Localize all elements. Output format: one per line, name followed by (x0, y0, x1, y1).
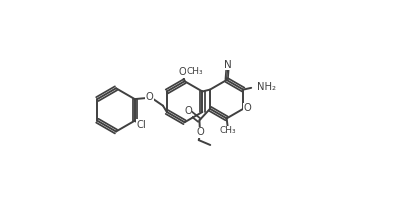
Text: NH₂: NH₂ (257, 82, 276, 92)
Text: O: O (196, 127, 204, 137)
Text: N: N (224, 60, 231, 70)
Text: Cl: Cl (136, 120, 146, 130)
Text: O: O (184, 106, 192, 117)
Text: O: O (179, 67, 187, 77)
Text: O: O (243, 103, 251, 113)
Text: CH₃: CH₃ (187, 67, 203, 76)
Text: O: O (145, 92, 153, 102)
Text: CH₃: CH₃ (220, 126, 236, 135)
